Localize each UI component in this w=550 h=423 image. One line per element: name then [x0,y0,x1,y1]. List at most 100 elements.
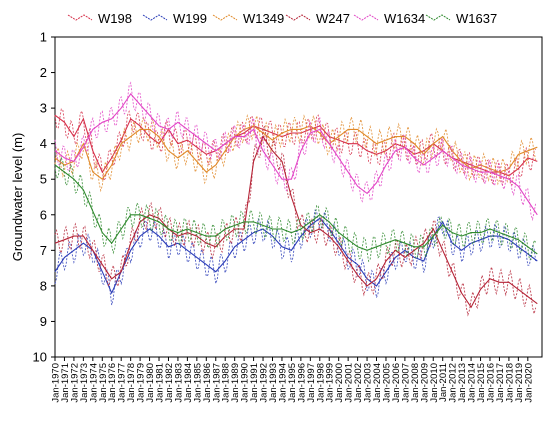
series-lines [54,81,538,317]
x-tick-label: Jan-1983 [173,363,184,403]
x-tick-label: Jan-2019 [514,363,525,403]
x-tick-label: Jan-1978 [126,363,137,403]
x-tick-label: Jan-2018 [504,363,515,403]
x-tick-label: Jan-2009 [419,363,430,403]
y-axis: 1 2 3 4 5 6 7 8 9 10 [33,30,55,365]
x-tick-label: Jan-1990 [240,363,251,403]
legend-swatch [285,14,311,21]
series-W247 [54,125,538,317]
x-tick-label: Jan-1984 [183,363,194,403]
x-tick-label: Jan-1982 [164,363,175,403]
legend-item-W1637: W1637 [425,11,497,26]
x-tick-label: Jan-1979 [136,363,147,403]
x-axis: Jan-1970Jan-1971Jan-1972Jan-1973Jan-1974… [51,357,534,403]
legend-label: W198 [98,11,132,26]
series-W1349-trend-line [54,125,538,180]
x-tick-label: Jan-1970 [51,363,62,403]
x-tick-label: Jan-2001 [344,363,355,403]
x-tick-label: Jan-1975 [98,363,109,403]
x-tick-label: Jan-1986 [202,363,213,403]
y-tick-label: 10 [33,350,47,365]
legend-swatch [212,14,238,21]
x-tick-label: Jan-1974 [88,363,99,403]
x-tick-label: Jan-1981 [155,363,166,403]
y-tick-label: 2 [40,65,47,80]
x-tick-label: Jan-2004 [372,363,383,403]
x-tick-label: Jan-1973 [79,363,90,403]
legend-swatch [425,14,451,21]
x-tick-label: Jan-1997 [306,363,317,403]
legend-item-W199: W199 [142,11,207,26]
legend: W198 W199 W1349 W247 W1634 W1637 [67,11,497,26]
y-tick-label: 8 [40,278,47,293]
x-tick-label: Jan-1987 [211,363,222,403]
legend-swatch [353,14,379,21]
x-tick-label: Jan-2017 [495,363,506,403]
x-tick-label: Jan-1999 [325,363,336,403]
legend-item-W247: W247 [285,11,350,26]
y-axis-label: Groundwater level (m) [10,133,25,262]
x-tick-label: Jan-1972 [69,363,80,403]
x-tick-label: Jan-1980 [145,363,156,403]
x-tick-label: Jan-1994 [277,363,288,403]
series-W198-trend-line [54,114,538,177]
y-tick-label: 7 [40,243,47,258]
legend-label: W1637 [456,11,497,26]
y-tick-label: 4 [40,136,47,151]
y-tick-label: 9 [40,314,47,329]
x-tick-label: Jan-2007 [400,363,411,403]
x-tick-label: Jan-1977 [117,363,128,403]
legend-item-W1349: W1349 [212,11,284,26]
x-tick-label: Jan-1976 [107,363,118,403]
x-tick-label: Jan-2005 [381,363,392,403]
series-W1637-observed-line [54,156,537,263]
legend-item-W198: W198 [67,11,132,26]
series-W1349-observed-line [54,114,537,193]
x-tick-label: Jan-1996 [296,363,307,403]
x-tick-label: Jan-2016 [485,363,496,403]
x-tick-label: Jan-1992 [259,363,270,403]
legend-label: W1349 [243,11,284,26]
legend-swatch [67,14,93,21]
series-W247-trend-line [54,135,538,309]
series-W198 [54,108,538,186]
x-tick-label: Jan-2002 [353,363,364,403]
x-tick-label: Jan-1988 [221,363,232,403]
x-tick-label: Jan-2006 [391,363,402,403]
x-tick-label: Jan-2011 [438,363,449,402]
x-tick-label: Jan-1971 [60,363,71,403]
x-tick-label: Jan-1985 [192,363,203,403]
x-tick-label: Jan-2013 [457,363,468,403]
x-tick-label: Jan-1991 [249,363,260,403]
x-tick-label: Jan-2020 [523,363,534,403]
series-W1634 [54,81,538,222]
series-W1349 [54,114,538,193]
series-W1637-trend-line [54,164,538,255]
x-tick-label: Jan-2008 [410,363,421,403]
x-tick-label: Jan-2014 [467,363,478,403]
legend-label: W1634 [384,11,425,26]
x-tick-label: Jan-2003 [363,363,374,403]
x-tick-label: Jan-2012 [448,363,459,403]
legend-swatch [142,14,168,21]
series-W1634-observed-line [54,81,537,222]
plot-frame [54,36,543,358]
x-tick-label: Jan-1998 [315,363,326,403]
x-tick-label: Jan-1995 [287,363,298,403]
series-W199-trend-line [54,217,538,295]
legend-item-W1634: W1634 [353,11,425,26]
x-tick-label: Jan-1989 [230,363,241,403]
series-W247-observed-line [54,125,537,317]
x-tick-label: Jan-1993 [268,363,279,403]
y-tick-label: 6 [40,207,47,222]
series-W1634-trend-line [54,92,538,216]
legend-label: W199 [173,11,207,26]
x-tick-label: Jan-2010 [429,363,440,403]
x-tick-label: Jan-2015 [476,363,487,403]
y-tick-label: 3 [40,101,47,116]
y-tick-label: 1 [40,30,47,45]
x-tick-label: Jan-2000 [334,363,345,403]
